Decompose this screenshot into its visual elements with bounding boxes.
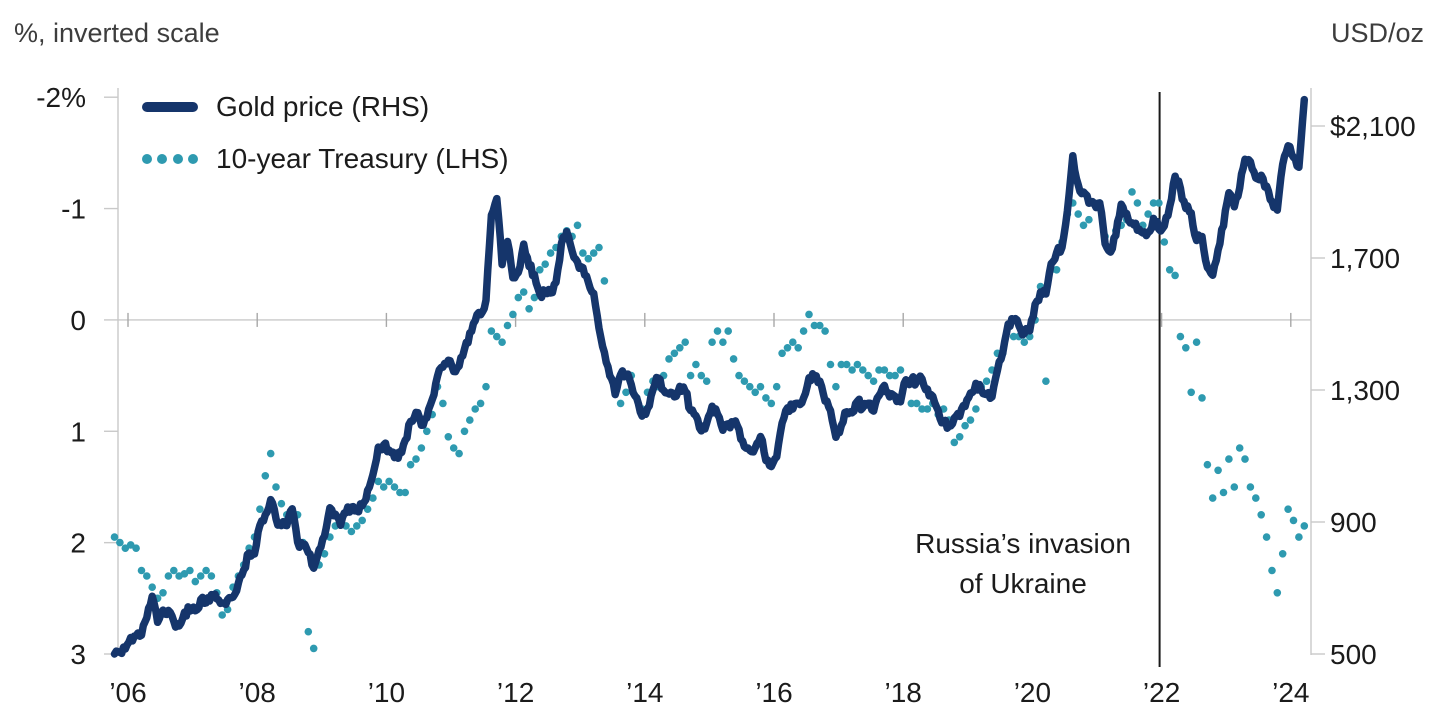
- left-axis-tick-label: -1: [61, 194, 86, 225]
- right-axis-tick-label: $2,100: [1330, 111, 1416, 142]
- right-axis-tick-label: 500: [1330, 639, 1377, 670]
- x-axis-tick-label: ’08: [239, 677, 276, 708]
- x-axis-tick-label: ’06: [109, 677, 146, 708]
- series-gold-line: [110, 95, 1309, 658]
- legend-label-treasury: 10-year Treasury (LHS): [216, 143, 509, 174]
- legend-item-treasury: 10-year Treasury (LHS): [142, 133, 509, 185]
- right-axis-tick-label: 1,300: [1330, 375, 1400, 406]
- x-axis-tick-label: ’10: [368, 677, 405, 708]
- x-axis-tick-label: ’14: [626, 677, 663, 708]
- left-axis-tick-label: 0: [70, 305, 86, 336]
- legend-item-gold: Gold price (RHS): [142, 81, 509, 133]
- right-axis-tick-label: 1,700: [1330, 243, 1400, 274]
- left-axis-tick-label: 1: [70, 416, 86, 447]
- x-axis-tick-label: ’22: [1143, 677, 1180, 708]
- axes: -2% -1 0 1 2 3 $2,100 1,700 1,300 900 500 ’06 ’08 ’10…: [36, 82, 1415, 708]
- annotation-line-2: of Ukraine: [959, 568, 1087, 599]
- x-axis-tick-label: ’18: [885, 677, 922, 708]
- left-axis-tick-label: -2%: [36, 82, 86, 113]
- legend-label-gold: Gold price (RHS): [216, 91, 430, 122]
- treasury-dots-swatch: [142, 154, 198, 164]
- annotation-line-1: Russia’s invasion: [915, 528, 1131, 559]
- x-axis-tick-label: ’20: [1014, 677, 1051, 708]
- x-axis-tick-label: ’24: [1272, 677, 1309, 708]
- x-axis-tick-label: ’12: [497, 677, 534, 708]
- left-axis-title: %, inverted scale: [14, 18, 220, 48]
- gold-line-swatch: [142, 102, 198, 112]
- x-axis-tick-label: ’16: [755, 677, 792, 708]
- right-axis-title: USD/oz: [1330, 18, 1424, 48]
- annotation-russia-invasion: Russia’s invasion of Ukraine: [880, 524, 1166, 604]
- left-axis-tick-label: 2: [70, 528, 86, 559]
- right-axis-tick-label: 900: [1330, 507, 1377, 538]
- legend: Gold price (RHS) 10-year Treasury (LHS): [142, 81, 509, 185]
- left-axis-tick-label: 3: [70, 639, 86, 670]
